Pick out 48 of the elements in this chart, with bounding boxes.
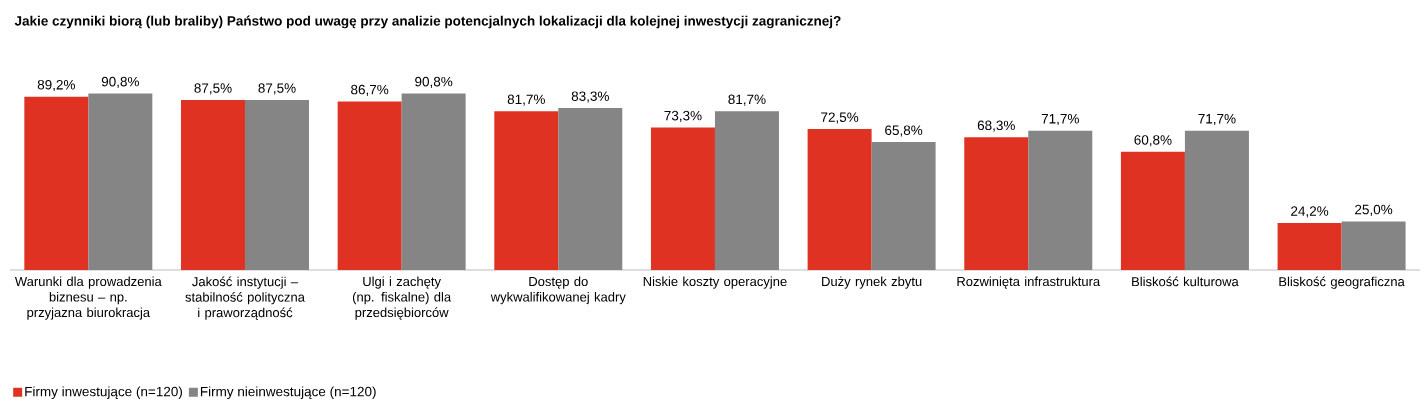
- x-tick-label: Warunki dla prowadzenia biznesu – np. przyjazna biurokracja: [14, 276, 162, 320]
- data-label: 71,7%: [1198, 114, 1236, 126]
- data-label: 87,5%: [194, 83, 232, 95]
- data-label: 86,7%: [351, 84, 389, 96]
- bar: [650, 127, 715, 270]
- bar: [244, 99, 309, 270]
- data-label: 83,3%: [571, 91, 609, 103]
- data-label: 60,8%: [1134, 135, 1172, 147]
- x-tick-label: Bliskość kulturowa: [1132, 276, 1239, 287]
- data-label: 25,0%: [1355, 204, 1393, 216]
- x-tick-label: Rozwinięta infrastruktura: [957, 276, 1101, 289]
- data-label: 87,5%: [258, 83, 296, 95]
- bar: [337, 101, 402, 270]
- bar: [1341, 221, 1406, 270]
- data-label: 72,5%: [821, 112, 859, 124]
- chart-title: Jakie czynniki biorą (lub braliby) Państwo pod uwagę przy analizie potencjalnych lokalizacji dla kolejnej inwestycji zagranicznej?: [14, 15, 841, 29]
- bar: [180, 99, 245, 270]
- bar: [807, 129, 872, 270]
- bar: [871, 142, 936, 270]
- legend-label: Firmy nieinwestujące (n=120): [200, 386, 376, 399]
- data-label: 68,3%: [977, 120, 1015, 132]
- x-tick-label: Jakość instytucji – stabilność polityczna i praworządność: [185, 276, 305, 320]
- legend-label: Firmy inwestujące (n=120): [25, 386, 182, 399]
- bar: [24, 96, 89, 270]
- bar: [558, 108, 623, 270]
- data-label: 65,8%: [885, 125, 923, 137]
- bar: [714, 111, 779, 270]
- x-tick-label: Dostęp do wykwalifikowanej kadry: [490, 276, 626, 305]
- x-tick-label: Bliskość geograficzna: [1279, 276, 1405, 289]
- bar: [401, 93, 466, 270]
- x-tick-label: Niskie koszty operacyjne: [643, 276, 787, 289]
- bar: [964, 137, 1029, 270]
- bar: [1028, 130, 1093, 270]
- bar: [1277, 222, 1342, 270]
- data-label: 24,2%: [1291, 206, 1329, 218]
- data-label: 73,3%: [664, 110, 702, 123]
- x-tick-label: Ulgi i zachęty (np. fiskalne) dla przedsiębiorców: [352, 276, 452, 320]
- bar: [494, 111, 559, 270]
- data-label: 71,7%: [1041, 114, 1079, 126]
- bar: [1184, 130, 1249, 270]
- bar: [88, 93, 153, 270]
- x-tick-label: Duży rynek zbytu: [822, 276, 922, 289]
- bar: [1120, 151, 1185, 270]
- data-label: 81,7%: [507, 94, 545, 106]
- data-label: 89,2%: [37, 79, 75, 92]
- data-label: 81,7%: [728, 94, 766, 106]
- data-label: 90,8%: [415, 76, 453, 88]
- data-label: 90,8%: [101, 76, 139, 88]
